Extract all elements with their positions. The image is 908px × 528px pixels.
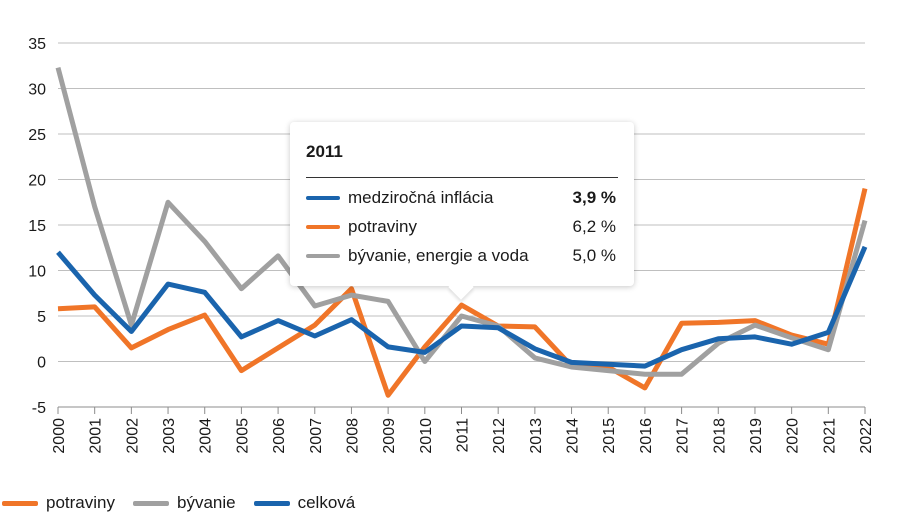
x-tick-label: 2015 — [601, 418, 618, 454]
tooltip-swatch — [306, 254, 340, 258]
y-tick-label: 35 — [28, 36, 46, 53]
y-tick-label: 5 — [37, 309, 46, 326]
tooltip-row-total: medziročná inflácia 3,9 % — [306, 185, 616, 211]
x-tick-label: 2000 — [51, 418, 68, 454]
legend-item-food[interactable]: potraviny — [2, 493, 115, 513]
x-tick-label: 2014 — [565, 418, 582, 454]
x-tick-label: 2007 — [308, 418, 325, 454]
x-tick-label: 2001 — [88, 418, 105, 454]
x-tick-label: 2005 — [234, 418, 251, 454]
tooltip-separator — [306, 177, 618, 178]
legend-label: bývanie — [176, 493, 236, 512]
x-tick-label: 2008 — [344, 418, 361, 454]
x-tick-label: 2019 — [748, 418, 765, 454]
x-tick-label: 2010 — [418, 418, 435, 454]
x-tick-label: 2011 — [455, 418, 472, 453]
legend-item-housing[interactable]: bývanie — [132, 493, 236, 513]
y-tick-label: -5 — [32, 400, 46, 417]
x-tick-label: 2006 — [271, 418, 288, 454]
series-lines — [55, 66, 868, 398]
x-tick-label: 2003 — [161, 418, 178, 454]
y-tick-label: 0 — [37, 355, 46, 372]
x-tick-label: 2021 — [821, 418, 838, 454]
tooltip-row-housing: bývanie, energie a voda 5,0 % — [306, 243, 616, 269]
y-tick-label: 20 — [28, 173, 46, 190]
tooltip-title: 2011 — [306, 142, 343, 161]
tooltip-label: bývanie, energie a voda — [348, 246, 529, 265]
x-tick-label: 2017 — [675, 418, 692, 454]
y-tick-label: 15 — [28, 218, 46, 235]
tooltip-label: potraviny — [348, 217, 417, 236]
x-tick-label: 2018 — [711, 418, 728, 454]
legend-swatch — [2, 500, 38, 506]
legend: potraviny bývanie celková — [2, 493, 373, 513]
tooltip-row-food: potraviny 6,2 % — [306, 214, 616, 240]
legend-item-total[interactable]: celková — [253, 493, 356, 513]
x-tick-label: 2020 — [785, 418, 802, 454]
x-axis: 2000 2001 2002 2003 2004 2005 2006 2007 2008 2009… — [51, 406, 875, 454]
tooltip-value: 6,2 % — [572, 217, 616, 236]
legend-label: potraviny — [46, 493, 115, 512]
tooltip-value: 5,0 % — [572, 246, 616, 265]
x-tick-label: 2009 — [381, 418, 398, 454]
y-axis-ticks: -5 0 5 10 15 20 25 30 35 — [28, 36, 46, 417]
tooltip-value: 3,9 % — [572, 188, 616, 207]
y-tick-label: 25 — [28, 127, 46, 144]
x-tick-label: 2012 — [491, 418, 508, 454]
tooltip-swatch — [306, 225, 340, 229]
legend-swatch — [253, 500, 290, 506]
y-tick-label: 10 — [28, 264, 46, 281]
x-tick-label: 2004 — [198, 418, 215, 454]
x-tick-label: 2022 — [858, 418, 875, 454]
legend-label: celková — [297, 493, 356, 512]
legend-swatch — [132, 500, 169, 506]
series-line-total[interactable] — [56, 245, 868, 369]
x-tick-label: 2013 — [528, 418, 545, 454]
y-tick-label: 30 — [28, 82, 46, 99]
tooltip-swatch — [306, 196, 340, 200]
x-tick-label: 2002 — [124, 418, 141, 454]
tooltip-label: medziročná inflácia — [348, 188, 494, 207]
x-tick-label: 2016 — [638, 418, 655, 454]
tooltip: 2011 medziročná inflácia 3,9 % potraviny… — [290, 122, 634, 300]
series-line-food[interactable] — [57, 188, 868, 398]
